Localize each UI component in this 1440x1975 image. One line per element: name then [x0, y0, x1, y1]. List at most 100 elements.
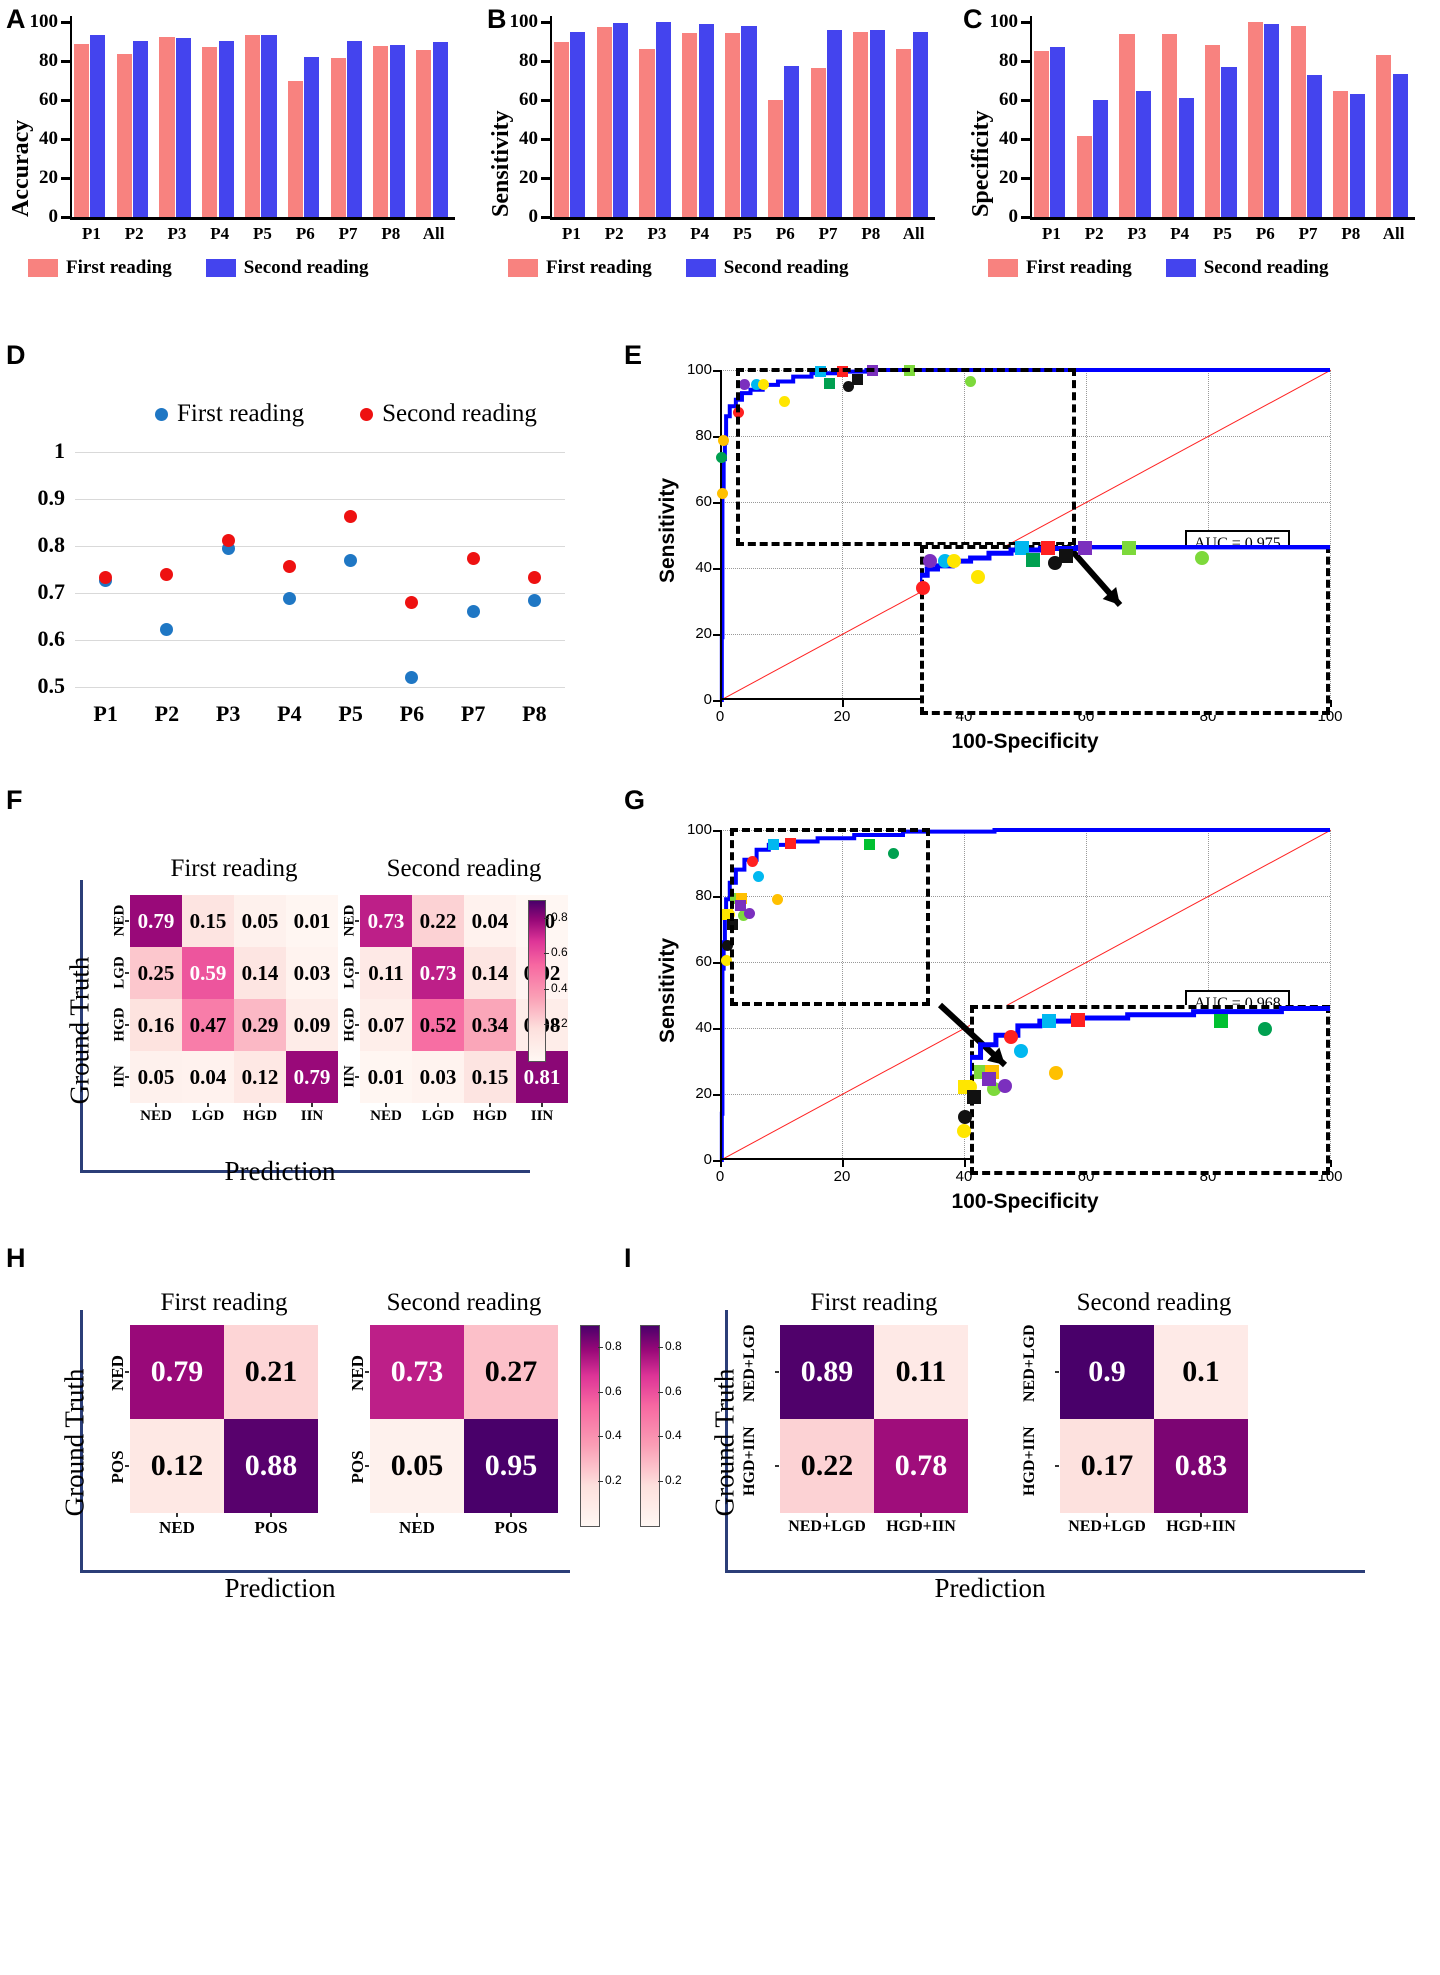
matrix-cell-r0-c0-second: 0.73	[360, 895, 412, 947]
data-point-p5-first	[344, 553, 358, 567]
second-reading-swatch	[685, 259, 716, 277]
gridline	[75, 687, 565, 688]
colorbar-tick	[658, 1480, 663, 1482]
bar-p6-second	[304, 56, 320, 217]
matrix-cell-r1-c3-first: 0.03	[286, 947, 338, 999]
gridline	[75, 452, 565, 453]
data-point-p6-first	[405, 670, 419, 684]
x-axis-title: 100-Specificity	[951, 1190, 1099, 1213]
inset-reader-marker-circle-0	[1049, 1066, 1064, 1081]
colorbar-tick-label: 0.8	[665, 1339, 682, 1354]
inset-reader-marker-circle-6	[1014, 1044, 1029, 1059]
reader-marker-circle-2	[758, 379, 770, 391]
matrix-col-label-lgd-first: LGD	[191, 1108, 225, 1124]
row-tick	[125, 1076, 129, 1078]
colorbar-tick	[658, 1436, 663, 1438]
y-axis-tick-label: 40	[999, 128, 1018, 149]
x-axis-tick	[964, 1160, 966, 1167]
matrix-cell-r2-c3-first: 0.09	[286, 999, 338, 1051]
y-axis-tick-label: 0	[1008, 206, 1019, 227]
matrix-cell-r0-c1-first: 0.21	[224, 1325, 318, 1419]
legend-item-first: First reading	[508, 257, 652, 279]
x-axis-label-p7: P7	[1298, 224, 1318, 243]
matrix-cell-r1-c1-second: 0.73	[412, 947, 464, 999]
matrix-col-label-ned-first: NED	[140, 1108, 172, 1124]
bar-p8-second	[869, 30, 885, 217]
legend-label: First reading	[66, 257, 172, 278]
colorbar-tick	[544, 953, 549, 955]
legend-item-second: Second reading	[205, 257, 369, 279]
reader-marker-circle-7	[778, 395, 790, 407]
legend-label: Second reading	[1203, 257, 1329, 278]
panel-label-d: D	[6, 340, 26, 370]
bar-p3-second	[175, 38, 192, 217]
x-axis	[550, 217, 935, 220]
bar-p2-second	[133, 41, 149, 217]
prediction-axis-title: Prediction	[224, 1573, 336, 1603]
matrix-cell-r0-c2-first: 0.05	[234, 895, 286, 947]
legend-label: Second reading	[243, 257, 369, 278]
bar-p3-first	[1119, 33, 1135, 217]
bar-all-first	[416, 50, 432, 217]
y-axis-title: Accuracy	[8, 119, 34, 217]
y-axis-tick	[1021, 60, 1030, 63]
x-axis-label-p1: P1	[1041, 224, 1061, 243]
matrix-col-label-ned-second: NED	[370, 1108, 402, 1124]
x-axis-label-p4: P4	[210, 224, 230, 243]
data-point-p8-first	[527, 594, 541, 608]
legend-label: First reading	[177, 400, 305, 427]
bar-p7-second	[826, 30, 843, 217]
data-point-p6-second	[405, 595, 419, 609]
reader-marker-circle-1	[751, 379, 763, 391]
matrix-cell-r0-c1-first: 0.11	[874, 1325, 968, 1419]
y-axis-tick	[1021, 21, 1030, 24]
chart-specificity: 0 20 40 60 80 100 P1 P2 P3 P4 P5 P6 P7 P8 All Specifici…	[960, 0, 1440, 290]
matrix-cell-r2-c0-second: 0.07	[360, 999, 412, 1051]
prediction-axis	[725, 1570, 1365, 1573]
colorbar-tick	[598, 1480, 603, 1482]
bar-p2-second	[1093, 99, 1109, 217]
matrix-cell-r0-c1-second: 0.22	[412, 895, 464, 947]
row-tick	[125, 1371, 129, 1373]
zoom-region-box	[730, 828, 930, 1006]
colorbar-tick	[544, 917, 549, 919]
y-axis-tick	[713, 1160, 720, 1162]
y-axis-tick	[713, 962, 720, 964]
reader-marker-square-14	[768, 839, 780, 851]
matrix-cell-r1-c0-first: 0.12	[130, 1419, 224, 1513]
x-axis-label-p5: P5	[1213, 224, 1232, 243]
x-axis-tick	[720, 700, 722, 707]
x-axis-label-p3: P3	[167, 224, 187, 243]
bar-p5-second	[741, 25, 757, 217]
x-axis	[70, 217, 455, 220]
inset-reader-marker-square-13	[1026, 552, 1041, 567]
x-axis-label-p6: P6	[295, 224, 315, 243]
y-axis-tick-label: 0.7	[37, 579, 66, 604]
matrix-cell-r1-c1-first: 0.88	[224, 1419, 318, 1513]
matrix-cell-r1-c0-second: 0.11	[360, 947, 412, 999]
matrix-title-first: First reading	[810, 1289, 938, 1316]
col-tick	[311, 1103, 313, 1107]
matrix-row-label-ned-second: NED	[348, 1355, 367, 1391]
bar-p3-first	[159, 37, 175, 217]
x-axis-label-p1: P1	[81, 224, 101, 243]
y-axis-tick-label: 40	[519, 128, 538, 149]
colorbar-tick	[598, 1436, 603, 1438]
plot-area	[550, 22, 935, 217]
row-tick	[355, 972, 359, 974]
colorbar	[528, 900, 546, 1062]
inset-reader-marker-square-11	[982, 1072, 997, 1087]
y-axis-tick-label: 100	[509, 11, 539, 32]
bar-p6-first	[287, 81, 303, 217]
bar-p5-first	[1204, 44, 1221, 217]
plot-area	[1030, 22, 1415, 217]
chart-sensitivity: 0 20 40 60 80 100 P1 P2 P3 P4 P5 P6 P7 P8 All Sensitivi…	[480, 0, 960, 290]
x-axis-label-p8: P8	[381, 224, 401, 243]
y-axis-tick-label: 60	[999, 89, 1018, 110]
x-axis-label-p2: P2	[604, 224, 624, 243]
x-axis-label-p6: P6	[775, 224, 795, 243]
matrix-cell-r0-c0-first: 0.79	[130, 895, 182, 947]
reader-marker-circle-7	[747, 855, 759, 867]
reader-marker-square-13	[824, 377, 836, 389]
reader-marker-circle-3	[743, 907, 755, 919]
